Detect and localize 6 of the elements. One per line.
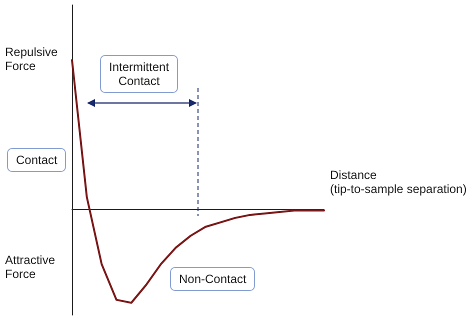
annotation: Intermittent Contact [100, 55, 178, 93]
text: Attractive Force [5, 253, 56, 281]
text: Contact [7, 148, 66, 172]
x-axis-title: Distance (tip-to-sample separation) [330, 168, 467, 196]
annotation: Non-Contact [170, 267, 256, 291]
text: Repulsive Force [5, 45, 58, 73]
